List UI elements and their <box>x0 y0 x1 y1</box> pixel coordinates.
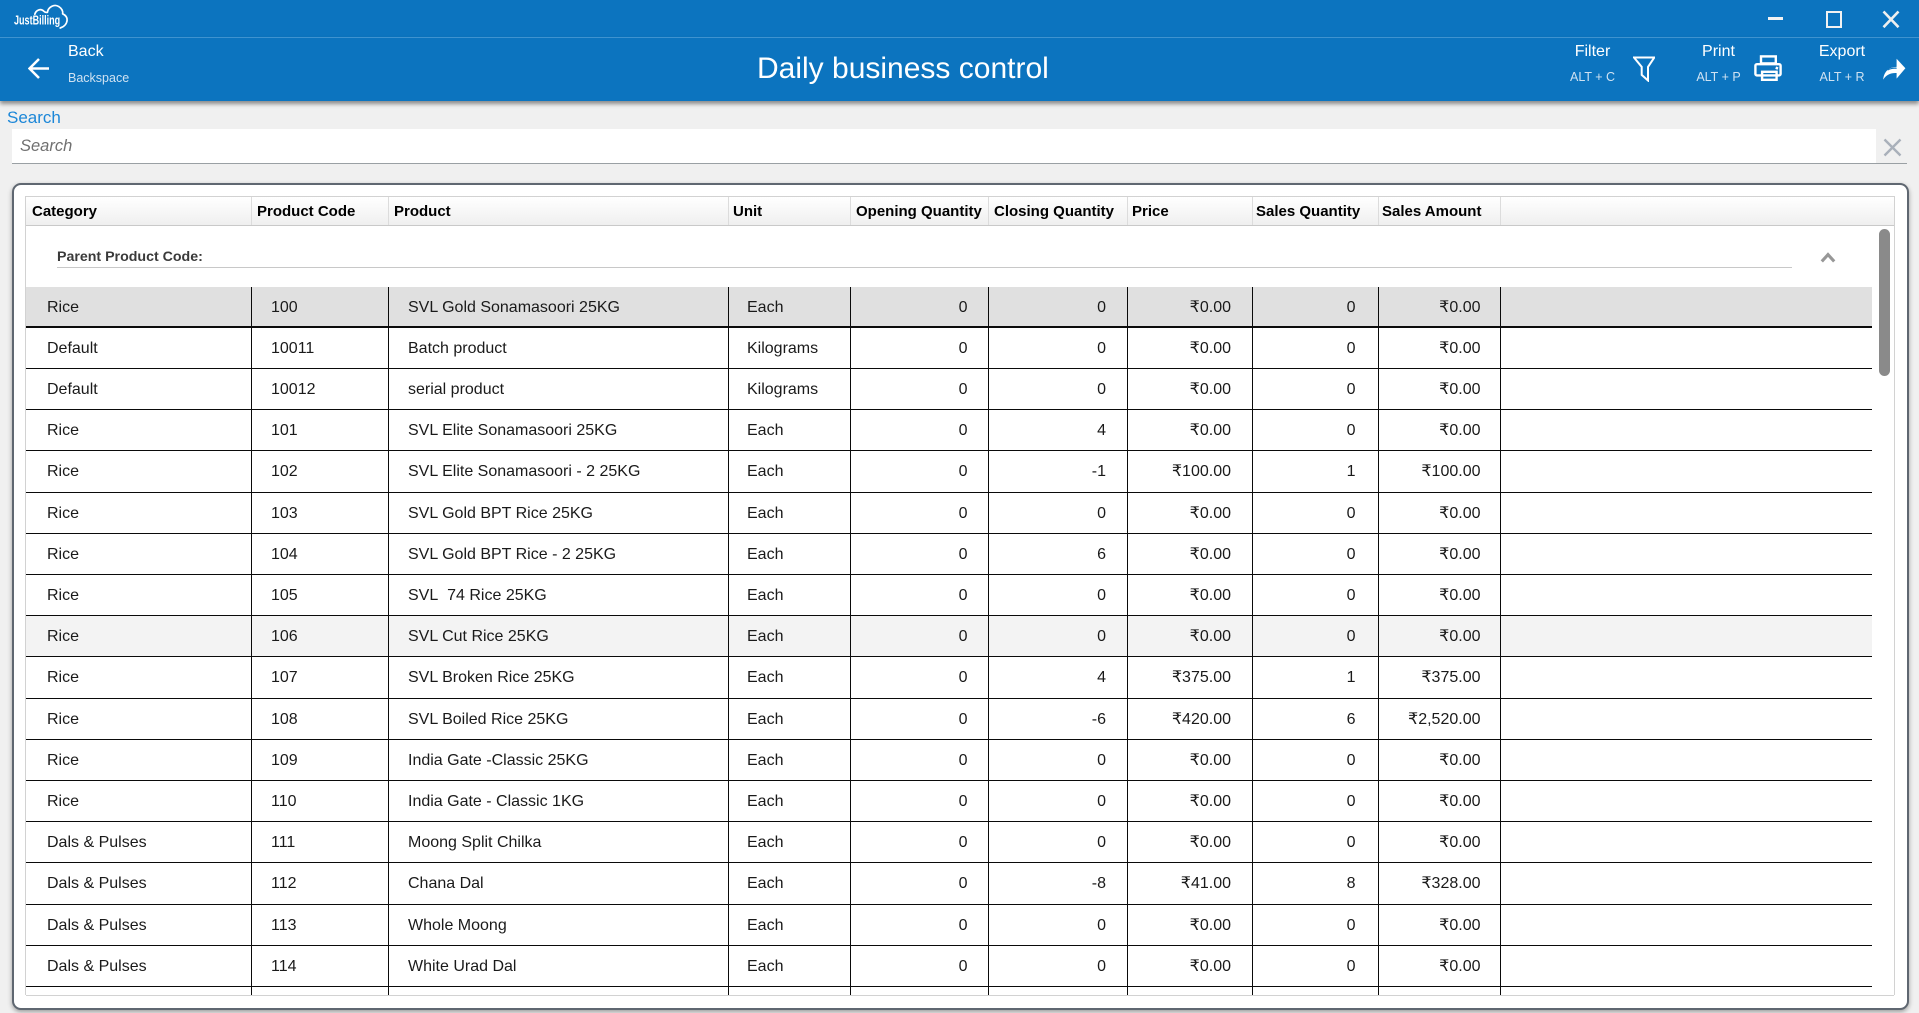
svg-text:JustBilling: JustBilling <box>14 14 60 28</box>
